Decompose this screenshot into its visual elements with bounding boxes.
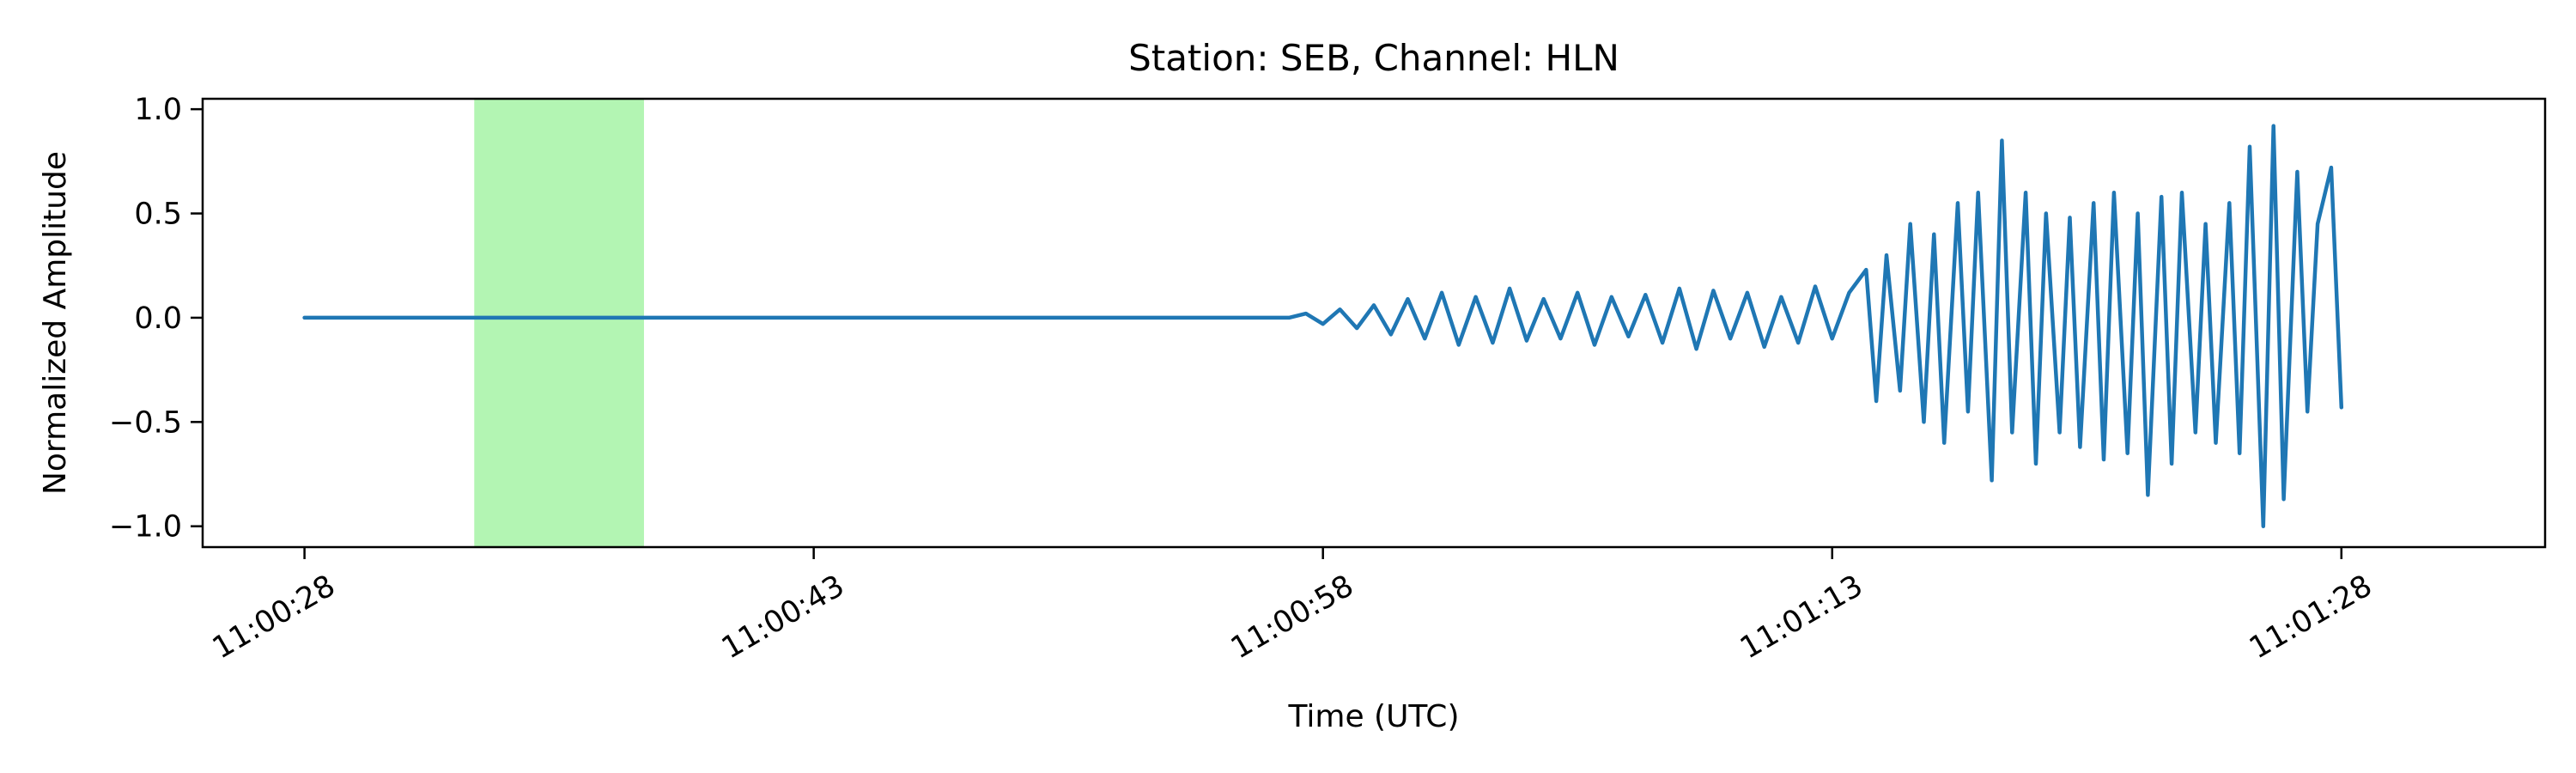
highlight-span: [474, 99, 644, 547]
y-tick-label: 0.5: [134, 198, 182, 232]
y-axis: 1.0 0.5 0.0 −0.5 −1.0: [109, 93, 203, 545]
x-tick-label: 11:00:43: [716, 569, 850, 666]
x-tick-label: 11:01:28: [2244, 569, 2378, 666]
y-tick-label: −0.5: [109, 405, 182, 440]
plot-frame: [201, 97, 2547, 549]
y-axis-label: Normalized Amplitude: [38, 151, 73, 495]
y-tick-label: 1.0: [134, 93, 182, 127]
waveform-trace: [302, 124, 2344, 528]
y-tick-label: 0.0: [134, 301, 182, 336]
x-axis: 11:00:28 11:00:43 11:00:58 11:01:13 11:01:28: [207, 547, 2378, 666]
x-axis-label: Time (UTC): [1287, 699, 1459, 734]
x-tick-label: 11:00:58: [1225, 569, 1359, 666]
x-tick-label: 11:01:13: [1735, 569, 1868, 666]
chart-title: Station: SEB, Channel: HLN: [1128, 37, 1619, 79]
y-tick-label: −1.0: [109, 510, 182, 545]
x-tick-label: 11:00:28: [207, 569, 341, 666]
